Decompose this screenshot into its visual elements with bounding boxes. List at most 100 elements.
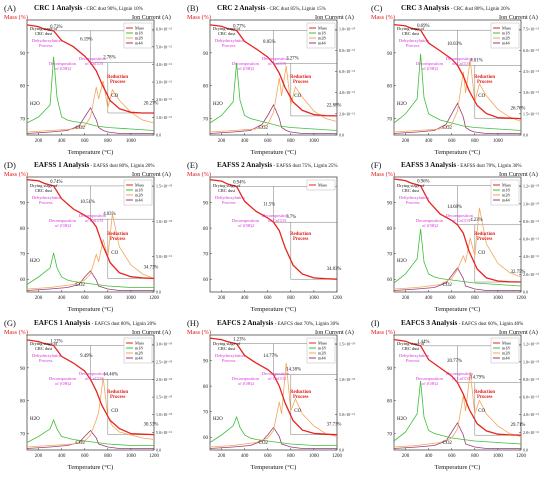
annotation-decomposition-caco3-2: of CaCO3 xyxy=(85,61,104,66)
x-tick-label: 200 xyxy=(35,454,43,459)
panel-title: EAFSS 1 Analysis - EAFSS dust 80%, Ligni… xyxy=(34,161,155,169)
annotation-drying-2: CRC dust xyxy=(402,31,420,36)
series-m18-line xyxy=(26,418,154,446)
annotation-reduction: Reduction xyxy=(474,75,495,80)
legend-box xyxy=(306,337,336,364)
legend-label: m18 xyxy=(135,188,143,193)
mass-loss-label: 0.94% xyxy=(233,180,245,185)
legend-label: m18 xyxy=(135,346,143,351)
mass-loss-label: 0.74% xyxy=(50,180,62,185)
label-h2o: H2O xyxy=(213,102,223,107)
y-tick-label-left: 90 xyxy=(203,52,209,57)
legend-label: m44 xyxy=(502,356,510,361)
y-axis-label-right: Ion Current (A) xyxy=(315,14,354,21)
y-tick-label-left: 70 xyxy=(203,253,209,258)
panel-letter: (B) xyxy=(187,3,199,13)
annotation-decomposition-oh: Decomposition xyxy=(49,376,77,381)
legend-label: m28 xyxy=(135,36,143,41)
y-tick-label-right: 0.0 xyxy=(523,448,528,453)
y-tick-label-left: 80 xyxy=(203,227,209,232)
legend-label: m28 xyxy=(135,351,143,356)
annotation-drying-2: CRC dust xyxy=(218,188,236,193)
label-co2: CO2 xyxy=(442,283,452,288)
annotation-decomposition-oh-2: of (OH)2 xyxy=(422,381,438,386)
y-axis-label-left: Mass (%) xyxy=(187,171,211,178)
annotation-drying-2: CRC dust xyxy=(218,31,236,36)
y-axis-label-right: Ion Current (A) xyxy=(499,171,538,178)
plot-frame xyxy=(26,334,155,451)
y-tick-label-right: 5.0×10⁻¹¹ xyxy=(339,412,356,417)
x-tick-label: 1000 xyxy=(309,296,320,301)
x-tick-label: 400 xyxy=(241,296,249,301)
annotation-decomposition-oh: Decomposition xyxy=(416,61,444,66)
annotation-decomposition-caco3-2: of CaCO3 xyxy=(268,61,287,66)
series-mass-line xyxy=(393,178,522,283)
x-tick-label: 400 xyxy=(241,139,249,144)
mass-loss-label: 4.03% xyxy=(103,212,115,217)
series-m44-line xyxy=(209,103,337,134)
y-tick-label-left: 70 xyxy=(20,253,26,258)
y-tick-label-right: 2.0×10⁻¹⁰ xyxy=(156,377,173,382)
series-m18-line xyxy=(393,53,522,131)
panel-letter: (C) xyxy=(371,3,383,13)
y-tick-label-left: 70 xyxy=(20,433,26,438)
label-h2o: H2O xyxy=(397,102,407,107)
annotation-decomposition-caco3-2: of CaCO3 xyxy=(85,218,104,223)
y-tick-label-left: 80 xyxy=(387,400,393,405)
annotation-reduction: Reduction xyxy=(290,75,311,80)
y-tick-label-right: 3.0×10⁻¹⁰ xyxy=(156,342,173,347)
x-tick-label: 800 xyxy=(471,296,479,301)
annotation-decomposition-oh-2: of (OH)2 xyxy=(238,223,254,228)
plot-frame xyxy=(26,176,155,293)
y-tick-label-right: 0.0 xyxy=(523,290,528,295)
annotation-dehydroxylation: Dehydroxylation xyxy=(399,195,430,200)
series-m44-line xyxy=(393,267,521,291)
x-axis-label: Temperature (°C) xyxy=(435,464,481,471)
mass-loss-label: 14.38% xyxy=(286,368,301,373)
annotation-decomposition-caco3-2: of CaCO3 xyxy=(452,218,471,223)
annotation-reduction-2: Process xyxy=(477,237,492,242)
y-axis-label-right: Ion Current (A) xyxy=(132,14,171,21)
x-tick-label: 800 xyxy=(104,296,112,301)
series-m28-line xyxy=(209,362,338,448)
annotation-decomposition-caco3-2: of CaCO3 xyxy=(268,376,287,381)
panel-g: (G) EAFCS 1 Analysis - EAFCS dust 80%, Li… xyxy=(4,318,173,471)
legend-label: m28 xyxy=(502,36,510,41)
x-tick-label: 600 xyxy=(264,454,272,459)
annotation-decomposition-oh: Decomposition xyxy=(416,218,444,223)
panel-letter: (A) xyxy=(4,3,16,13)
x-tick-label: 400 xyxy=(241,454,249,459)
annotation-drying: Drying stage of xyxy=(30,183,58,188)
y-tick-label-left: 90 xyxy=(20,202,26,207)
legend-label: Mass xyxy=(502,183,511,188)
y-tick-label-right: 4.0×10⁻¹¹ xyxy=(339,90,356,95)
mass-loss-label: 0.69% xyxy=(417,24,429,29)
series-mass-line xyxy=(26,24,154,114)
legend-box xyxy=(490,179,520,206)
y-tick-label-left: 90 xyxy=(20,367,26,372)
y-tick-label-right: 4.5×10⁻¹¹ xyxy=(523,69,540,74)
mass-loss-label: 0.96% xyxy=(417,180,429,185)
panel-title: CRC 3 Analysis - CRC dust 80%, Lignin 20… xyxy=(401,4,510,12)
series-m44-line xyxy=(393,422,521,449)
series-m44-line xyxy=(26,107,154,134)
annotation-reduction-2: Process xyxy=(477,395,492,400)
series-m18-line xyxy=(26,56,155,131)
legend-label: Mass xyxy=(502,341,511,346)
x-tick-label: 200 xyxy=(218,296,226,301)
series-mass-line xyxy=(26,339,155,436)
y-tick-label-left: 70 xyxy=(387,253,393,258)
label-co: CO xyxy=(478,251,485,256)
y-tick-label-left: 60 xyxy=(387,278,393,283)
y-tick-label-left: 90 xyxy=(203,360,209,365)
series-m44-line xyxy=(26,429,154,449)
mass-loss-label: 14.46% xyxy=(103,372,118,377)
plot-frame xyxy=(209,176,338,293)
label-co: CO xyxy=(111,94,118,99)
y-tick-label-right: 0.0 xyxy=(156,133,161,138)
x-tick-label: 200 xyxy=(402,296,410,301)
y-tick-label-left: 90 xyxy=(20,52,26,57)
annotation-decomposition-caco3: Decomposition xyxy=(262,56,290,61)
y-tick-label-left: 70 xyxy=(203,411,209,416)
